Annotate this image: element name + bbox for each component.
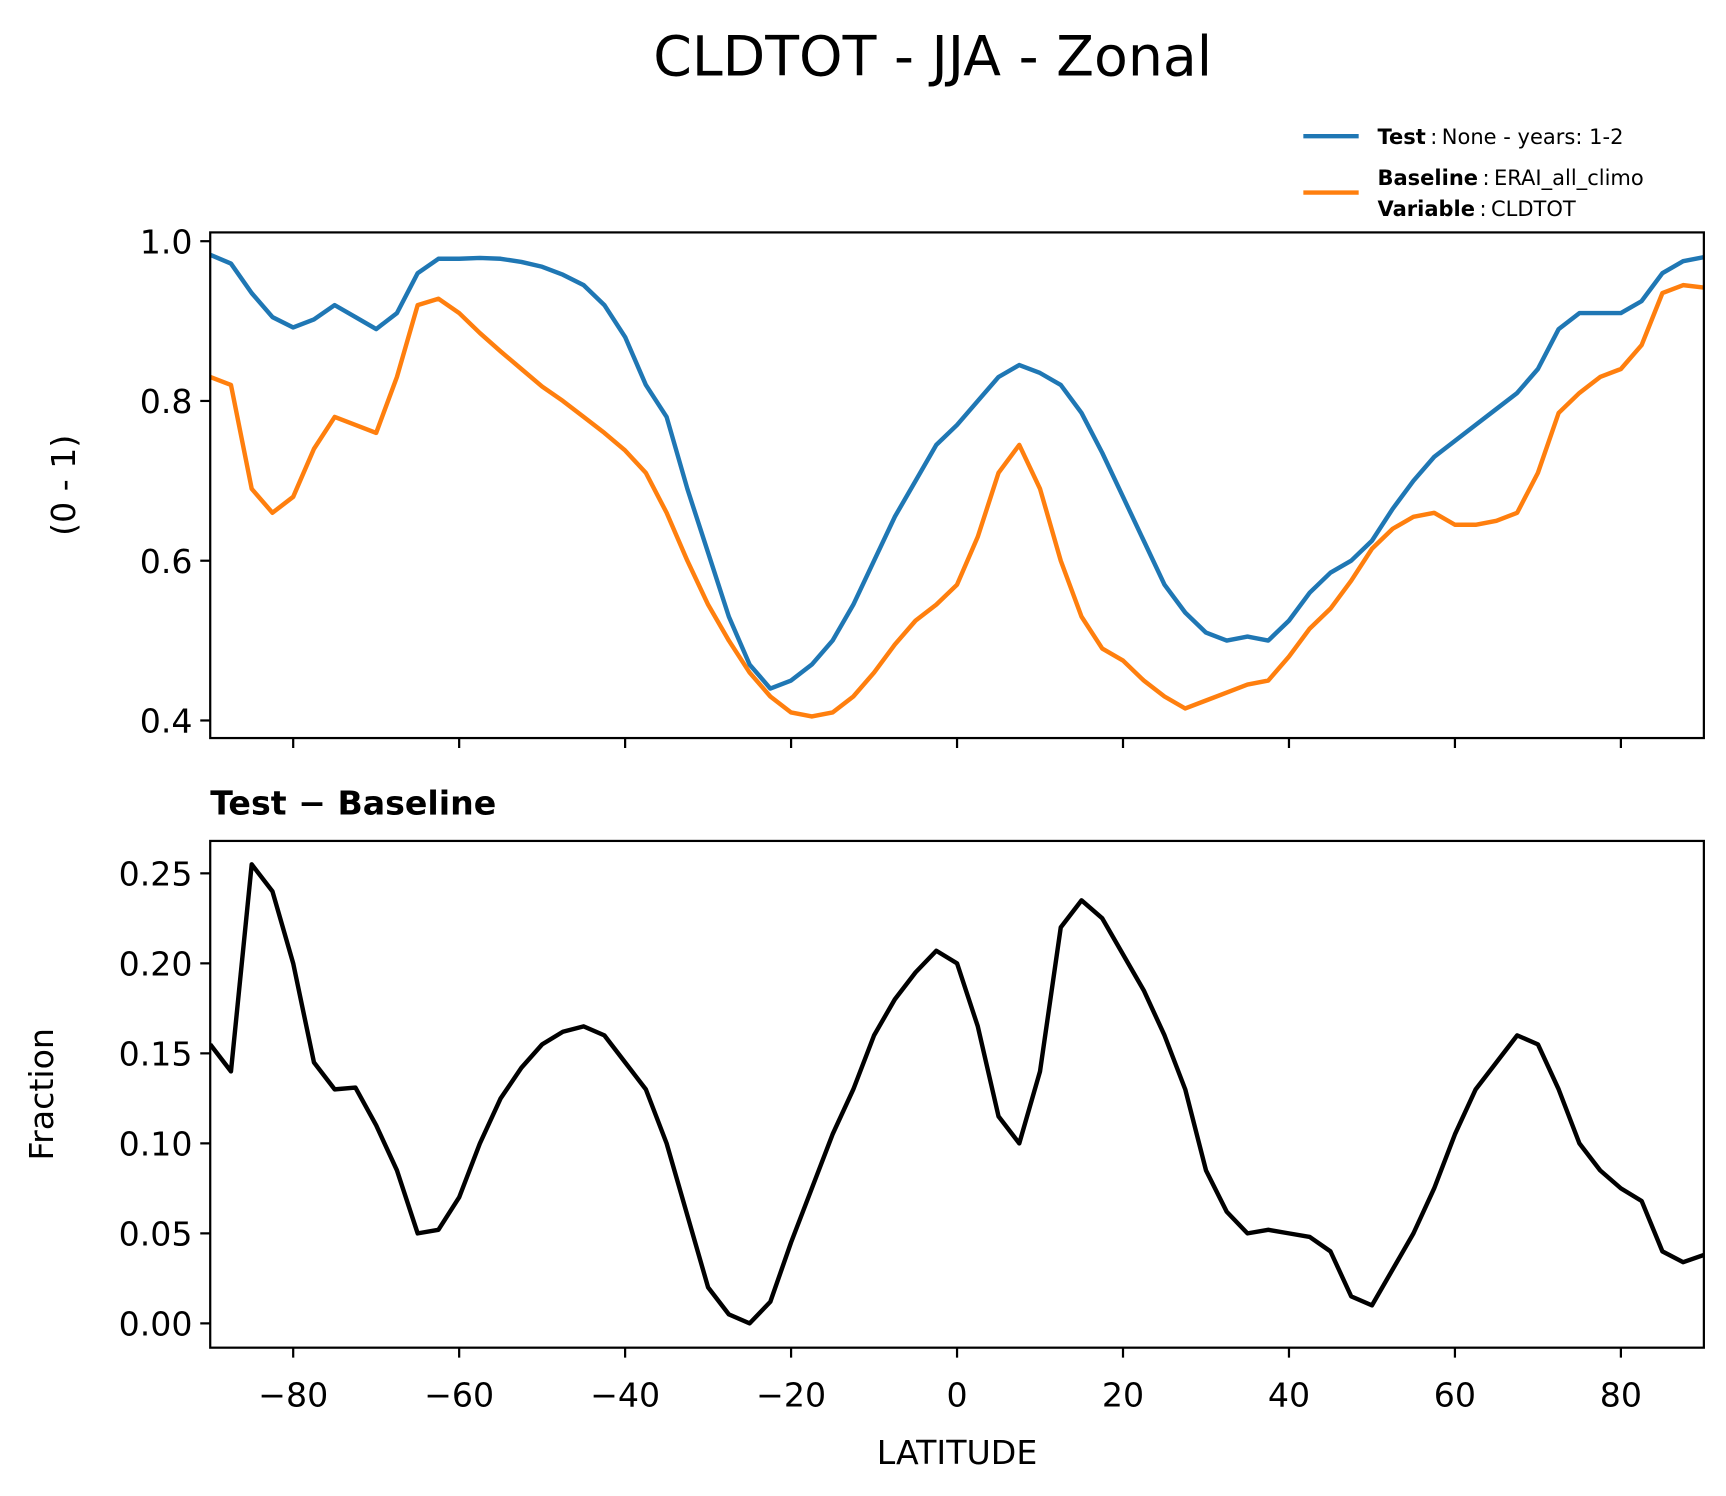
y-tick-label: 0.05 — [119, 1215, 193, 1254]
y-tick-label: 0.8 — [140, 382, 193, 421]
x-tick-label: −60 — [424, 1375, 494, 1414]
x-tick-label: −20 — [756, 1375, 826, 1414]
legend-note-text: CLDTOT — [1491, 196, 1576, 221]
y-tick-label: 0.25 — [119, 855, 193, 894]
axes-frame — [209, 839, 1705, 1349]
plot-area — [210, 862, 1704, 1326]
x-tick-label: 60 — [1434, 1375, 1476, 1414]
data-line — [210, 862, 1704, 1326]
y-tick-label: 1.0 — [140, 222, 193, 261]
axes-frame — [209, 231, 1705, 740]
plot-area — [210, 252, 1704, 719]
y-tick-label: 0.00 — [119, 1305, 193, 1344]
legend-description: ERAI_all_climo — [1494, 165, 1644, 190]
y-tick-label: 0.10 — [119, 1125, 193, 1164]
y-axis-label: (0 - 1) — [44, 435, 83, 536]
y-axis-label: Fraction — [22, 1028, 61, 1160]
data-line — [210, 252, 1704, 691]
legend-entry: Baseline: ERAI_all_climo — [1377, 165, 1643, 190]
legend-note: Variable: CLDTOT — [1377, 196, 1575, 221]
data-line — [210, 282, 1704, 719]
x-tick-label: 20 — [1102, 1375, 1144, 1414]
y-tick-label: 0.4 — [140, 702, 193, 741]
y-tick-label: 0.20 — [119, 945, 193, 984]
x-axis-label: LATITUDE — [877, 1433, 1038, 1472]
legend-name: Baseline — [1377, 165, 1478, 190]
legend-separator: : — [1483, 165, 1490, 190]
figure-title: CLDTOT - JJA - Zonal — [653, 25, 1212, 89]
x-tick-label: 40 — [1268, 1375, 1310, 1414]
x-tick-label: 80 — [1600, 1375, 1642, 1414]
legend-description: None - years: 1-2 — [1442, 124, 1624, 149]
legend-entry: Test: None - years: 1-2 — [1377, 124, 1623, 149]
subplot-title: Test − Baseline — [210, 783, 496, 822]
x-tick-label: 0 — [946, 1375, 967, 1414]
y-tick-label: 0.15 — [119, 1035, 193, 1074]
legend-separator: : — [1430, 124, 1437, 149]
legend-separator: : — [1479, 196, 1486, 221]
y-tick-label: 0.6 — [140, 542, 193, 581]
legend-note-name: Variable — [1377, 196, 1475, 221]
x-tick-label: −40 — [590, 1375, 660, 1414]
legend-name: Test — [1377, 124, 1425, 149]
x-tick-label: −80 — [258, 1375, 328, 1414]
